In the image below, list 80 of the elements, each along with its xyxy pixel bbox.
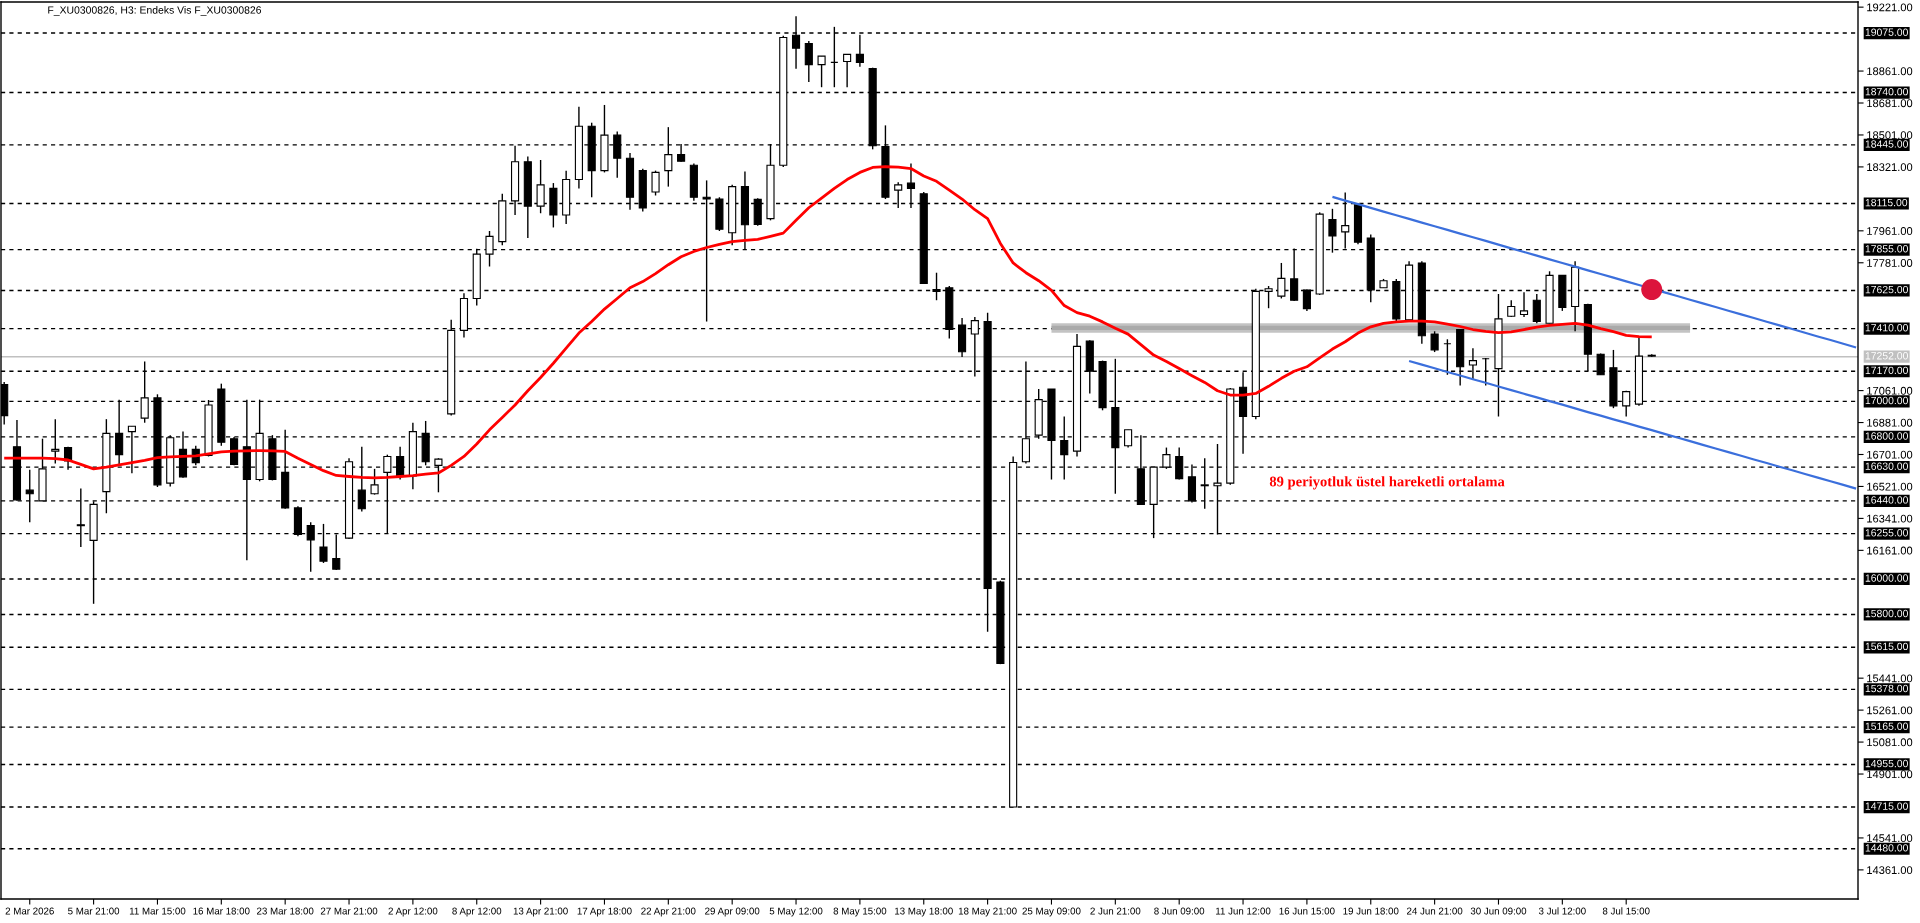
candlestick bbox=[804, 40, 813, 83]
x-tick-label: 17 Apr 18:00 bbox=[577, 907, 632, 917]
candlestick bbox=[1532, 293, 1541, 325]
ref-line-label: 17625.00 bbox=[1865, 285, 1908, 294]
x-tick-label: 8 Jul 15:00 bbox=[1602, 907, 1650, 915]
y-tick-label: 19221.00 bbox=[1867, 3, 1913, 12]
candlestick bbox=[817, 55, 826, 88]
ref-line-label: 16630.00 bbox=[1865, 462, 1908, 470]
ref-line-label: 16255.00 bbox=[1865, 529, 1908, 537]
ref-line-label: 18115.00 bbox=[1865, 198, 1908, 207]
ref-line-label: 16000.00 bbox=[1865, 574, 1908, 582]
ref-line-label: 14715.00 bbox=[1865, 802, 1908, 810]
x-tick-label: 2 Jun 21:00 bbox=[1090, 907, 1141, 915]
ref-line-label: 16800.00 bbox=[1865, 432, 1908, 440]
y-tick-label: 17781.00 bbox=[1867, 259, 1913, 267]
x-tick-label: 16 Mar 18:00 bbox=[193, 907, 250, 915]
x-tick-label: 24 Jun 21:00 bbox=[1407, 907, 1463, 915]
x-tick-label: 8 Jun 09:00 bbox=[1154, 907, 1205, 915]
y-tick-label: 16521.00 bbox=[1867, 482, 1913, 491]
y-tick-label: 15081.00 bbox=[1867, 738, 1913, 747]
y-tick-label: 16161.00 bbox=[1867, 546, 1913, 555]
x-tick-label: 16 Jun 15:00 bbox=[1279, 907, 1335, 915]
text: 89 periyotluk üstel hareketli ortalama bbox=[1269, 476, 1505, 490]
ref-line-label: 15615.00 bbox=[1865, 642, 1908, 651]
x-tick-label: 8 Apr 12:00 bbox=[452, 907, 502, 917]
x-tick-label: 13 May 18:00 bbox=[895, 907, 953, 917]
y-tick-label: 14541.00 bbox=[1867, 834, 1913, 843]
x-tick-label: 22 Apr 21:00 bbox=[641, 907, 696, 917]
x-tick-label: 27 Mar 21:00 bbox=[320, 907, 378, 915]
x-tick-label: 18 May 21:00 bbox=[958, 907, 1017, 917]
x-tick-label: 5 Mar 21:00 bbox=[68, 907, 120, 915]
candlestick bbox=[1430, 330, 1439, 353]
x-tick-label: 19 Jun 18:00 bbox=[1343, 907, 1399, 915]
ref-line-label: 18740.00 bbox=[1865, 87, 1908, 96]
candlestick bbox=[932, 272, 941, 301]
ref-line-label: 15800.00 bbox=[1865, 609, 1908, 618]
x-tick-label: 13 Apr 21:00 bbox=[513, 907, 568, 917]
x-tick-label: 2 Apr 12:00 bbox=[388, 907, 438, 917]
y-tick-label: 15261.00 bbox=[1867, 706, 1913, 715]
y-tick-label: 15441.00 bbox=[1867, 674, 1913, 683]
x-tick-label: 5 May 12:00 bbox=[769, 907, 823, 917]
candlestick bbox=[843, 53, 852, 88]
ref-line-label: 14955.00 bbox=[1865, 759, 1908, 768]
candlestick bbox=[370, 468, 379, 496]
x-tick-label: 8 May 15:00 bbox=[833, 907, 887, 917]
ref-line-label: 17000.00 bbox=[1865, 396, 1908, 405]
ref-line-label: 16440.00 bbox=[1865, 496, 1908, 504]
x-tick-label: 30 Jun 09:00 bbox=[1470, 907, 1527, 915]
x-tick-label: 25 May 09:00 bbox=[1022, 907, 1081, 917]
ref-line-label: 15165.00 bbox=[1865, 722, 1908, 730]
y-tick-label: 16341.00 bbox=[1867, 514, 1913, 523]
chart-title: F_XU0300826, H3: Endeks Vis F_XU0300826 bbox=[48, 6, 262, 16]
x-tick-label: 29 Apr 09:00 bbox=[705, 907, 760, 917]
x-tick-label: 3 Jul 12:00 bbox=[1538, 907, 1586, 915]
y-tick-label: 18321.00 bbox=[1867, 163, 1913, 172]
y-tick-label: 14901.00 bbox=[1867, 770, 1913, 779]
x-tick-label: 2 Mar 2026 bbox=[5, 907, 54, 915]
ref-line-label: 15378.00 bbox=[1865, 684, 1908, 693]
y-tick-label: 17961.00 bbox=[1867, 227, 1913, 235]
ref-line-label: 18445.00 bbox=[1865, 140, 1908, 148]
ref-line-label: 17855.00 bbox=[1865, 245, 1908, 253]
ref-line-label: 17410.00 bbox=[1865, 324, 1908, 332]
y-tick-label: 18501.00 bbox=[1867, 131, 1913, 140]
y-tick-label: 17061.00 bbox=[1867, 386, 1913, 395]
line-series bbox=[1331, 195, 1858, 349]
y-tick-label: 18681.00 bbox=[1867, 99, 1913, 108]
candlestick bbox=[651, 169, 660, 197]
y-tick-label: 18861.00 bbox=[1867, 67, 1913, 76]
x-tick-label: 11 Jun 12:00 bbox=[1216, 907, 1271, 915]
candlestick bbox=[1519, 291, 1529, 318]
ref-line-label: 19075.00 bbox=[1865, 28, 1908, 36]
ref-line-label: 17252.00 bbox=[1865, 352, 1908, 360]
x-tick-label: 11 Mar 15:00 bbox=[129, 907, 186, 915]
x-tick-label: 23 Mar 18:00 bbox=[257, 907, 314, 915]
y-tick-label: 14361.00 bbox=[1867, 866, 1913, 875]
y-tick-label: 16701.00 bbox=[1867, 450, 1913, 459]
ref-line-label: 17170.00 bbox=[1865, 366, 1908, 375]
y-tick-label: 16881.00 bbox=[1867, 418, 1913, 427]
candlestick bbox=[306, 521, 315, 573]
ref-line-label: 14480.00 bbox=[1865, 844, 1908, 852]
